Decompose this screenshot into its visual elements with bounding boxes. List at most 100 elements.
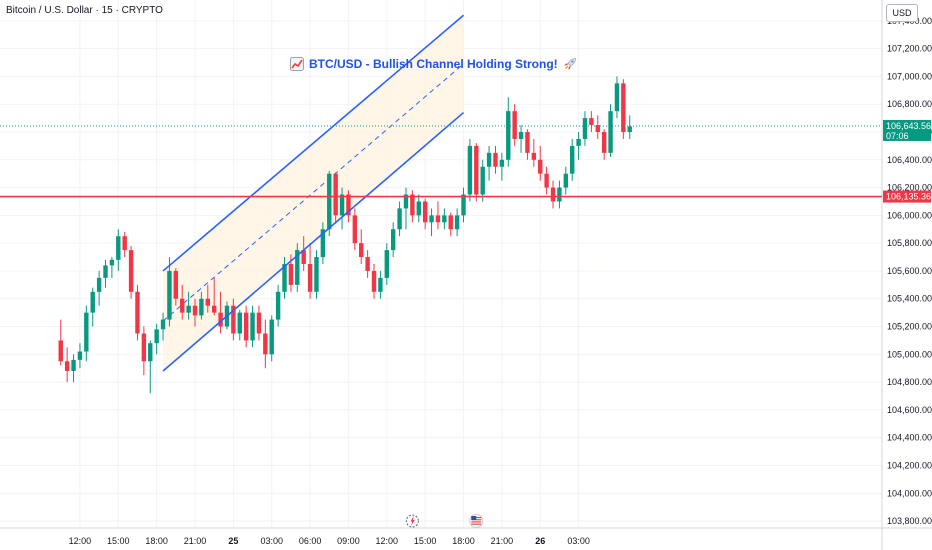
candle-body — [390, 229, 396, 251]
candle-body — [563, 173, 568, 188]
x-tick-label: 15:00 — [414, 536, 437, 546]
candle-body — [84, 312, 89, 352]
candle-body — [109, 259, 115, 266]
candle-body — [371, 270, 377, 292]
x-tick-label: 18:00 — [452, 536, 475, 546]
support-price-tag-bg — [883, 190, 931, 203]
candle-body — [320, 229, 326, 258]
candle — [263, 319, 268, 369]
candle — [96, 270, 102, 306]
y-tick-label: 104,200.00 — [887, 460, 932, 470]
candle — [109, 257, 115, 278]
candle — [582, 111, 588, 146]
candle-body — [544, 173, 549, 188]
candle-body — [595, 125, 600, 132]
y-tick-label: 105,600.00 — [887, 266, 932, 276]
candle — [608, 104, 613, 158]
candle — [301, 236, 306, 271]
candle-body — [173, 270, 179, 299]
candle — [435, 201, 441, 230]
candle — [454, 208, 460, 237]
y-tick-label: 106,200.00 — [887, 183, 932, 193]
candle — [192, 298, 198, 327]
candle — [518, 125, 524, 153]
candle — [525, 129, 530, 160]
candle — [148, 340, 153, 394]
candle — [295, 243, 300, 292]
chart-increasing-icon — [290, 57, 304, 71]
candle — [544, 166, 549, 195]
candle-body — [499, 159, 505, 167]
chart-annotation[interactable]: BTC/USD - Bullish Channel Holding Strong… — [290, 55, 577, 73]
candle — [474, 143, 479, 202]
candle-body — [627, 126, 632, 132]
candle-body — [525, 132, 530, 153]
candle-body — [359, 243, 364, 258]
candle — [621, 79, 626, 139]
candle-body — [461, 194, 466, 216]
candle-body — [301, 250, 306, 264]
candle — [58, 319, 63, 366]
candle — [569, 138, 575, 181]
candle — [314, 250, 319, 299]
candle — [173, 268, 179, 306]
candle — [486, 145, 492, 181]
y-tick-label: 104,600.00 — [887, 405, 932, 415]
support-price-tag: 106,135.36 — [883, 190, 931, 203]
candle — [307, 243, 313, 299]
candle-body — [58, 340, 63, 362]
candle-body — [128, 250, 134, 292]
candle-body — [192, 305, 198, 316]
candle-body — [275, 291, 281, 320]
candle-body — [416, 201, 421, 216]
candle-body — [314, 257, 319, 292]
candle-body — [557, 187, 562, 202]
candle — [550, 180, 556, 209]
candle — [346, 190, 351, 223]
candle — [563, 166, 568, 195]
candle — [128, 245, 134, 299]
candle — [180, 284, 185, 320]
x-tick-label: 12:00 — [69, 536, 92, 546]
candle — [352, 208, 358, 251]
candle — [512, 104, 517, 146]
candle-body — [378, 277, 383, 292]
candle — [595, 115, 600, 139]
candle — [448, 212, 453, 237]
candle — [231, 298, 236, 341]
currency-selector[interactable]: USD — [886, 4, 918, 22]
candle — [186, 291, 191, 320]
candle-body — [237, 312, 242, 334]
candle — [365, 250, 370, 278]
candle — [116, 229, 121, 271]
candle-body — [506, 111, 511, 160]
candle — [339, 187, 345, 230]
candle-body — [352, 215, 358, 244]
candle-body — [243, 312, 249, 341]
y-tick-label: 106,400.00 — [887, 155, 932, 165]
y-tick-label: 104,800.00 — [887, 377, 932, 387]
us-flag-event-icon[interactable] — [469, 514, 484, 528]
lightning-event-icon[interactable] — [405, 514, 419, 528]
candle-body — [77, 351, 83, 360]
candle — [403, 187, 409, 230]
candle — [627, 115, 632, 139]
candle-body — [339, 194, 345, 216]
channel-lower-line — [162, 111, 465, 372]
x-tick-label: 15:00 — [107, 536, 130, 546]
candle — [467, 138, 473, 202]
candle — [64, 347, 70, 383]
candle-body — [186, 305, 191, 313]
candle — [506, 97, 511, 167]
candle-body — [531, 152, 537, 160]
candle-body — [116, 236, 121, 260]
candle — [199, 291, 204, 320]
current-price-tag-bg — [883, 119, 931, 141]
candle-body — [218, 312, 223, 327]
candle-body — [550, 187, 556, 202]
candle — [576, 132, 581, 160]
x-tick-label: 26 — [535, 536, 545, 546]
candle — [77, 343, 83, 369]
x-tick-label: 21:00 — [184, 536, 207, 546]
